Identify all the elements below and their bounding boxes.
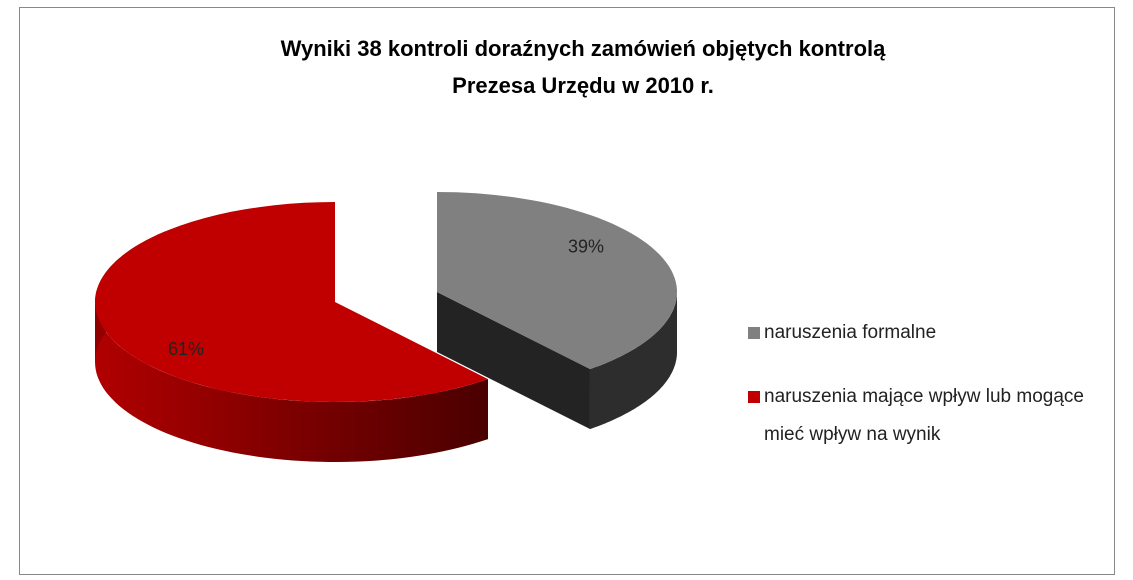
legend-label: naruszenia formalne	[764, 322, 937, 343]
legend-swatch	[748, 391, 760, 403]
slice-rim	[590, 292, 677, 430]
legend-swatch	[748, 327, 760, 339]
slice-side	[437, 292, 590, 430]
chart-title: Wyniki 38 kontroli doraźnych zamówień ob…	[281, 36, 886, 61]
legend-item: naruszenia mające wpływ lub mogące mieć …	[748, 378, 1108, 454]
slice	[437, 192, 677, 370]
chart-title: Prezesa Urzędu w 2010 r.	[452, 73, 714, 98]
data-label: 61%	[168, 339, 204, 359]
data-label: 39%	[568, 236, 604, 256]
slice-rim	[95, 302, 488, 462]
pie	[95, 192, 677, 462]
slice	[95, 202, 488, 402]
legend: naruszenia formalne naruszenia mające wpł…	[748, 314, 1108, 480]
legend-item: naruszenia formalne	[748, 314, 1108, 352]
legend-label: naruszenia mające wpływ lub mogące mieć …	[764, 386, 1084, 445]
